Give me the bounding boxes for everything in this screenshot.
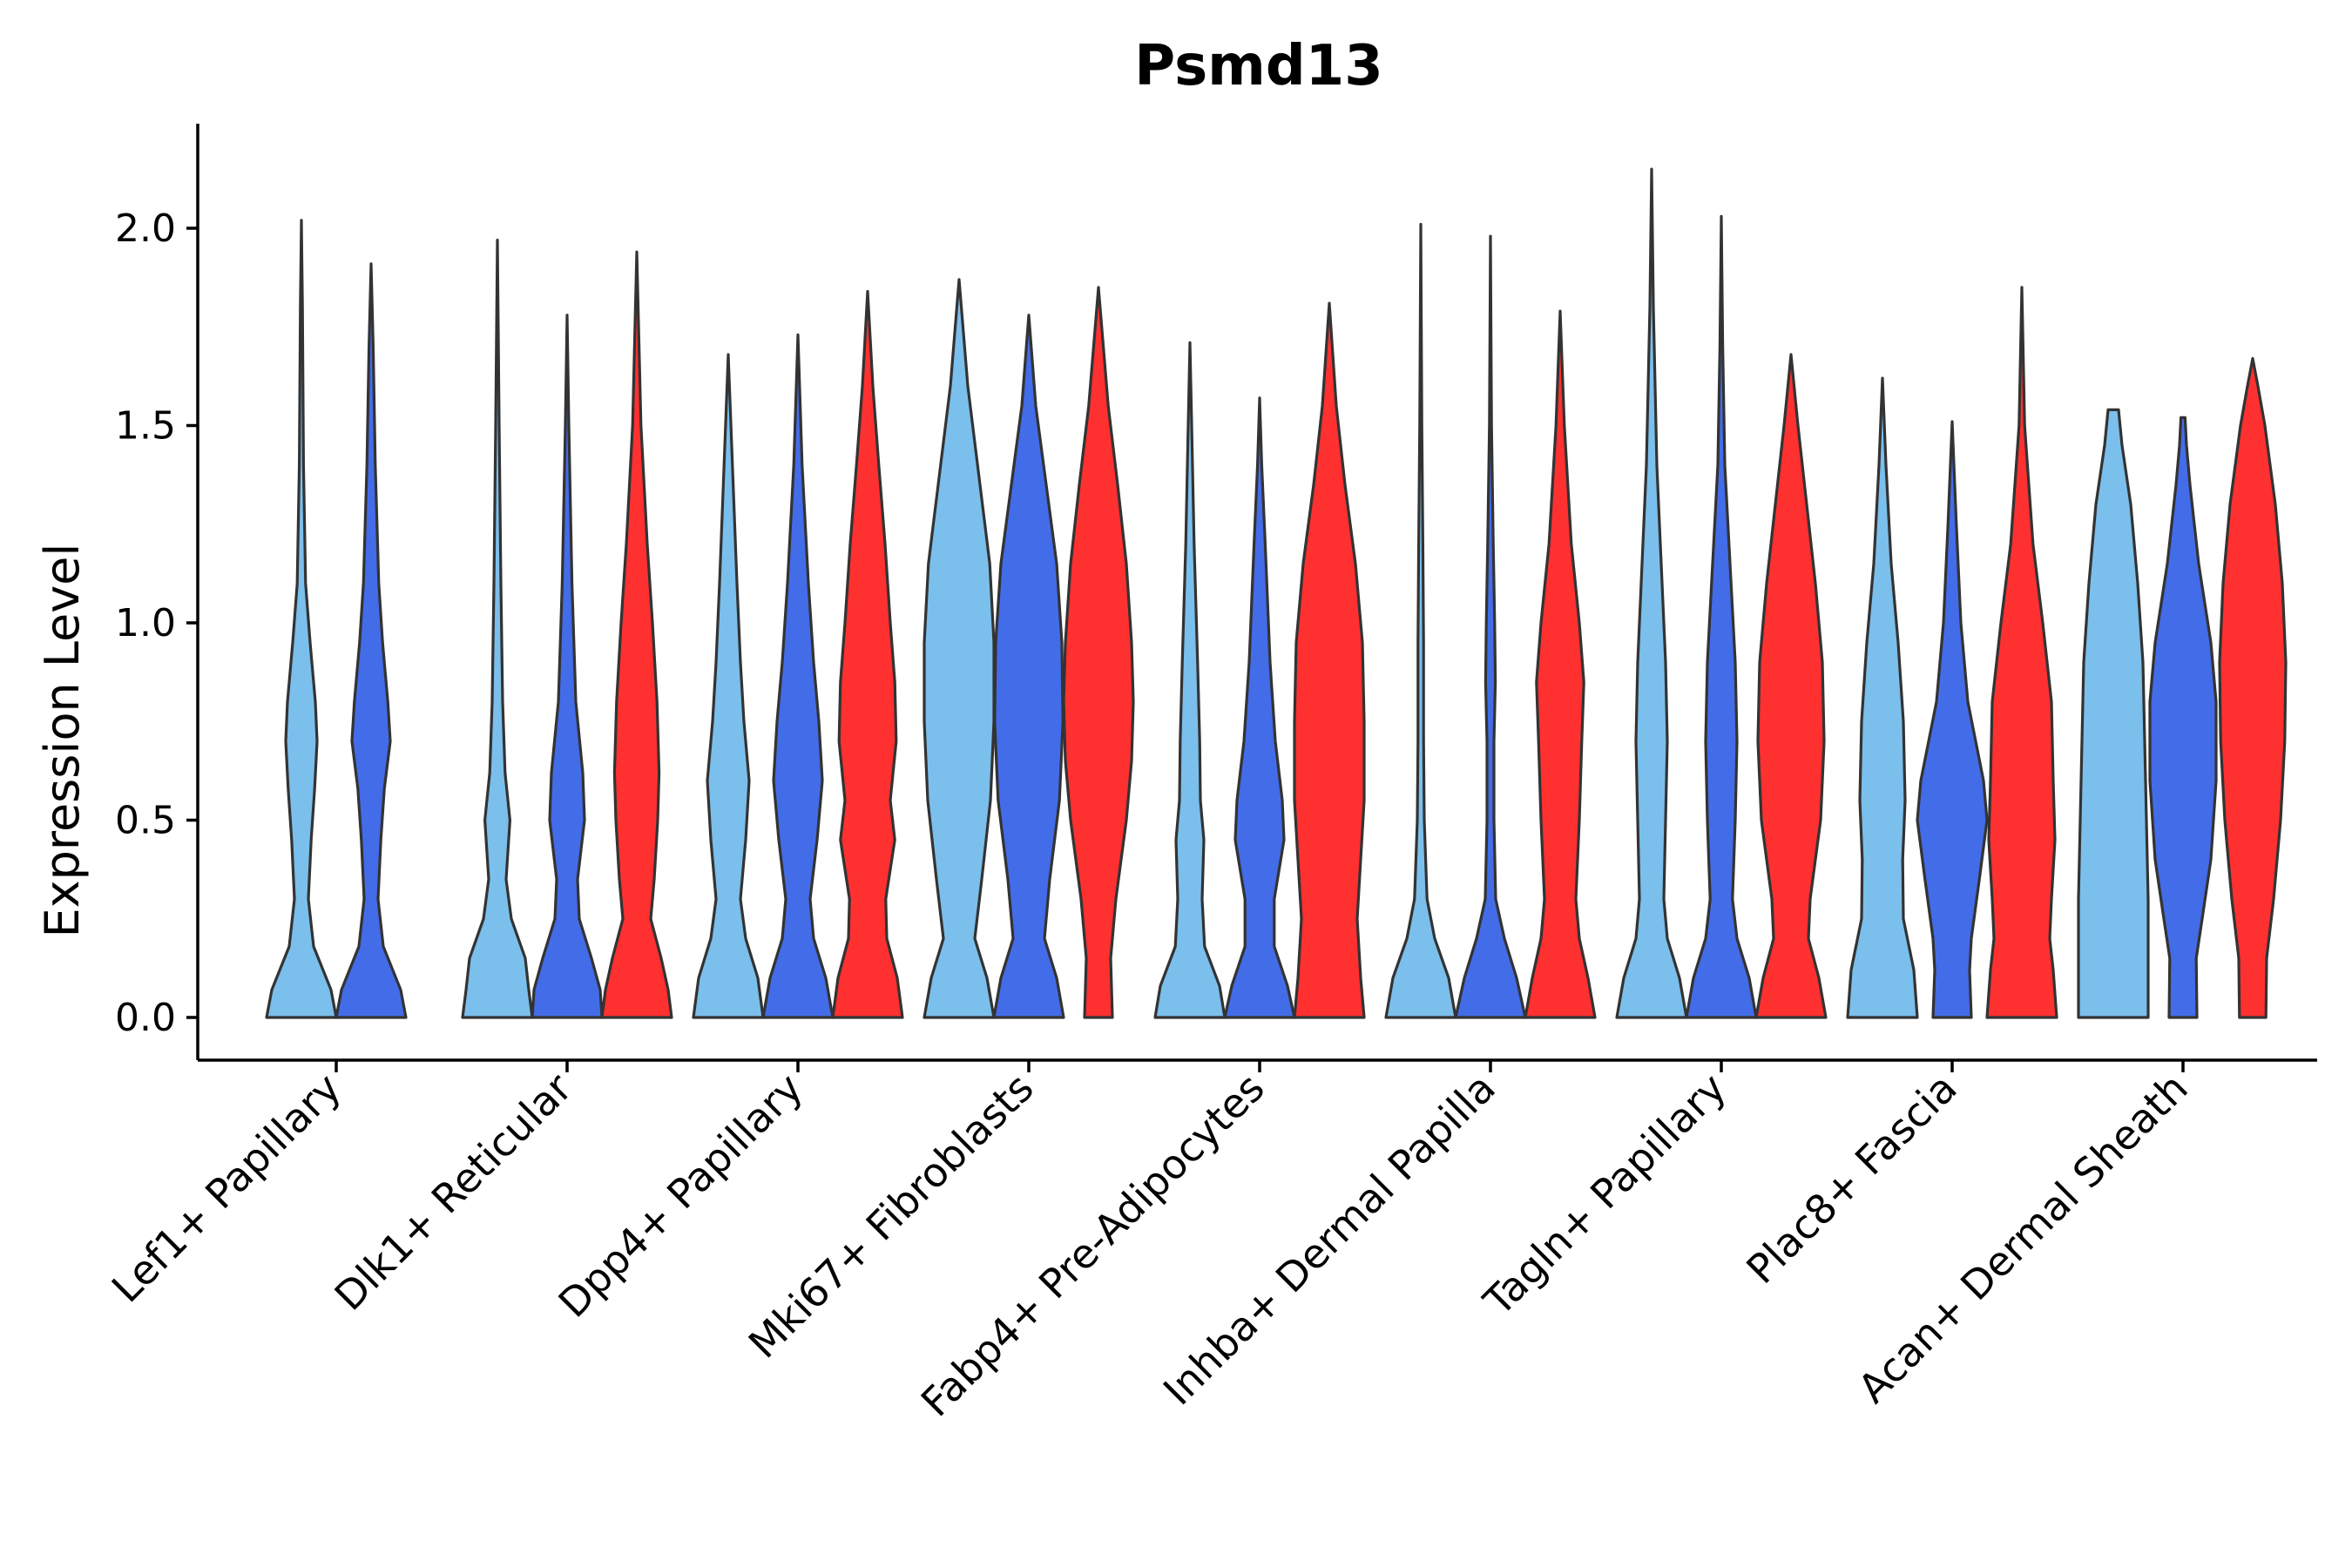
violin-2-group-2 [531, 314, 604, 1019]
violin-6-group-3 [1524, 309, 1597, 1019]
violin-9-group-3 [2218, 356, 2288, 1019]
y-tick-label: 1.0 [115, 601, 176, 645]
x-tick-label: Dpp4+ Papillary [550, 1064, 812, 1327]
violin-2-group-1 [461, 239, 534, 1019]
violin-4-group-3 [1062, 286, 1135, 1019]
violin-4-group-1 [923, 278, 996, 1019]
y-tick-label: 2.0 [115, 206, 176, 251]
violin-6-group-1 [1384, 222, 1457, 1019]
x-tick-label: Lef1+ Papillary [103, 1064, 350, 1312]
violin-5-group-3 [1293, 301, 1366, 1019]
violin-1-group-2 [335, 262, 408, 1019]
x-tick-label: Dlk1+ Reticular [326, 1064, 581, 1320]
violin-5-group-1 [1153, 341, 1227, 1019]
y-tick-label: 0.5 [115, 799, 176, 843]
violin-6-group-2 [1454, 234, 1527, 1019]
violin-7-group-2 [1685, 214, 1758, 1019]
violin-5-group-2 [1223, 396, 1296, 1019]
violin-3-group-3 [831, 289, 904, 1019]
x-tick-label: Tagln+ Papillary [1474, 1064, 1735, 1326]
violin-7-group-1 [1615, 167, 1688, 1019]
violin-9-group-1 [2077, 408, 2150, 1019]
y-tick-label: 1.5 [115, 404, 176, 449]
y-axis-label: Expression Level [35, 544, 90, 938]
violin-1-group-1 [265, 219, 338, 1019]
violin-2-group-3 [600, 250, 673, 1019]
violin-8-group-2 [1916, 420, 1989, 1019]
chart-title: Psmd13 [1134, 34, 1382, 98]
violin-4-group-2 [992, 314, 1065, 1019]
violins-layer [265, 167, 2288, 1019]
y-ticks: 0.0 0.5 1.0 1.5 2.0 [115, 206, 198, 1040]
axes-layer [196, 124, 2317, 1062]
violin-9-group-2 [2148, 416, 2218, 1019]
violin-3-group-1 [692, 353, 765, 1019]
x-tick-label: Plac8+ Fascia [1737, 1064, 1965, 1293]
violin-8-group-3 [1985, 286, 2058, 1019]
violin-3-group-2 [761, 333, 835, 1019]
y-tick-label: 0.0 [115, 996, 176, 1040]
violin-7-group-3 [1754, 353, 1828, 1019]
violin-8-group-1 [1846, 376, 1919, 1019]
